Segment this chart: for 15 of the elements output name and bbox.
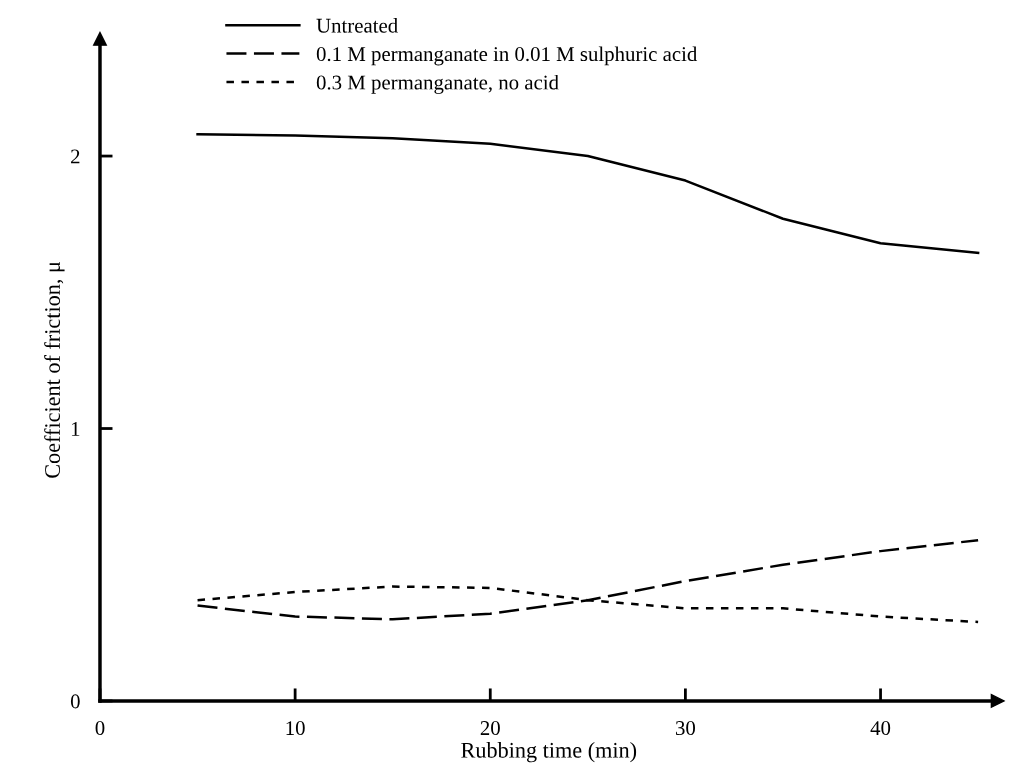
y-tick-label: 2 [71, 149, 80, 164]
x-tick-label: 10 [286, 721, 305, 736]
line-series [196, 133, 980, 255]
y-tick-label: 1 [71, 421, 80, 436]
legend-label: 0.1 M permanganate in 0.01 M sulphuric acid [316, 46, 698, 66]
x-tick-label: 40 [870, 721, 891, 736]
legend-label: Untreated [316, 18, 398, 33]
legend-label: 0.3 M permanganate, no acid [316, 74, 559, 94]
x-axis-title: Rubbing time (min) [461, 742, 637, 763]
x-tick-label: 0 [95, 721, 105, 736]
x-tick-label: 30 [675, 721, 696, 736]
y-axis-title: Coefficient of friction, μ [44, 262, 65, 478]
line-series [196, 538, 980, 621]
x-tick-label: 20 [480, 721, 500, 736]
y-tick-label: 0 [70, 694, 80, 709]
